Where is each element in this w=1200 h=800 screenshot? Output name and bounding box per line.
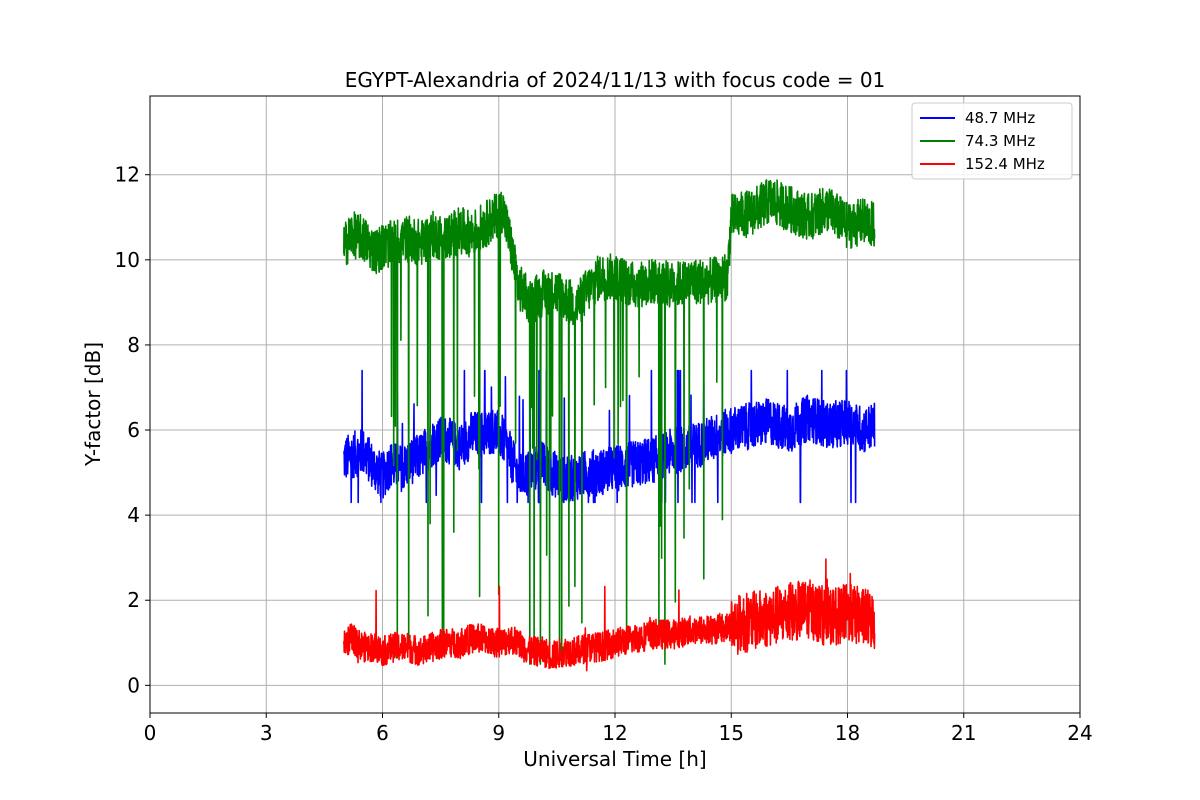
- legend-label: 48.7 MHz: [965, 109, 1035, 127]
- x-axis-label: Universal Time [h]: [523, 747, 706, 771]
- x-axis: 0 3 6 9 12 15 18 21 24: [144, 713, 1093, 745]
- y-tick-label: 2: [127, 588, 140, 612]
- grid-lines: [149, 96, 1081, 713]
- series-line-1: [343, 179, 876, 665]
- y-tick-label: 4: [127, 503, 140, 527]
- y-tick-label: 8: [127, 333, 140, 357]
- legend-label: 152.4 MHz: [965, 155, 1045, 173]
- chart-title: EGYPT-Alexandria of 2024/11/13 with focu…: [345, 68, 886, 92]
- legend: 48.7 MHz 74.3 MHz 152.4 MHz: [911, 102, 1073, 180]
- x-tick-label: 0: [144, 721, 157, 745]
- y-tick-label: 10: [115, 248, 140, 272]
- plot-area: [343, 179, 876, 672]
- x-tick-label: 6: [376, 721, 389, 745]
- x-tick-label: 21: [951, 721, 976, 745]
- x-tick-label: 15: [719, 721, 744, 745]
- y-tick-label: 0: [127, 673, 140, 697]
- series-line-0: [343, 369, 876, 504]
- x-tick-label: 9: [492, 721, 505, 745]
- y-axis-label: Y-factor [dB]: [81, 342, 105, 467]
- x-tick-label: 3: [260, 721, 273, 745]
- legend-box: [911, 102, 1073, 180]
- x-tick-label: 18: [835, 721, 860, 745]
- y-tick-label: 12: [115, 163, 140, 187]
- y-tick-label: 6: [127, 418, 140, 442]
- x-tick-label: 12: [602, 721, 627, 745]
- x-tick-label: 24: [1067, 721, 1092, 745]
- legend-label: 74.3 MHz: [965, 132, 1035, 150]
- y-axis: 0 2 4 6 8 10 12: [115, 163, 150, 697]
- series-line-2: [343, 558, 876, 672]
